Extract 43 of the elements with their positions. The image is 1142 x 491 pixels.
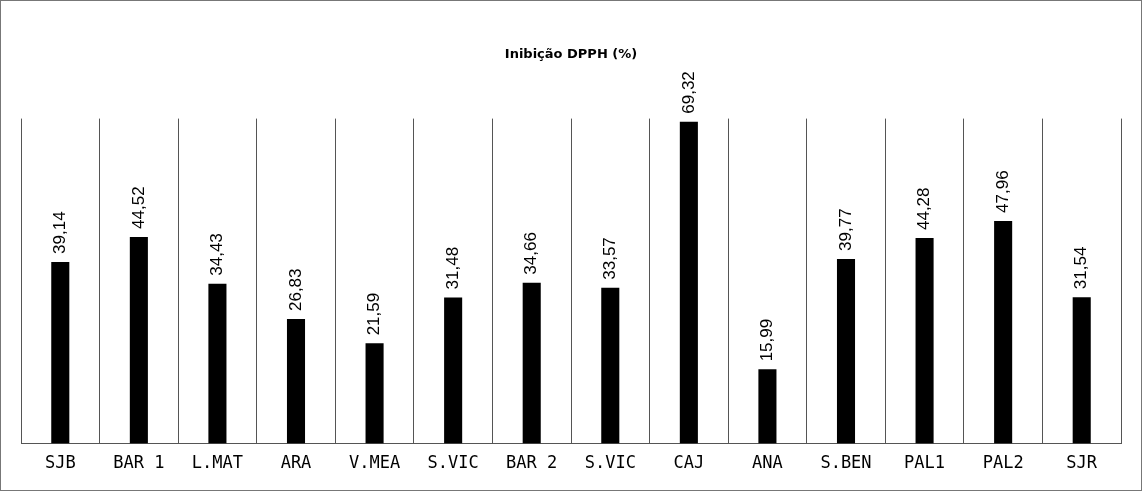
bar (444, 297, 463, 444)
x-tick-label: ANA (752, 452, 783, 473)
x-tick-label: BAR 1 (113, 452, 165, 473)
chart-title: Inibição DPPH (%) (504, 46, 638, 62)
x-tick-label: CAJ (673, 452, 705, 473)
x-tick-label: SJB (44, 452, 76, 473)
bar (365, 343, 384, 444)
x-tick-label: S.BEN (820, 452, 872, 473)
data-label: 31,54 (1071, 246, 1091, 290)
x-tick-label: S.VIC (427, 452, 479, 473)
data-label: 26,83 (285, 268, 305, 312)
data-label: 39,77 (835, 208, 855, 251)
x-tick-label: ARA (280, 452, 312, 473)
bar (994, 220, 1013, 444)
x-tick-label: V.MEA (348, 452, 401, 473)
bar (601, 287, 620, 444)
x-tick-label: PAL2 (982, 452, 1024, 473)
bar (208, 283, 227, 444)
bar (836, 258, 856, 444)
x-tick-label: S.VIC (584, 452, 636, 473)
data-label: 44,28 (914, 187, 934, 231)
x-tick-label: BAR 2 (506, 452, 558, 473)
x-tick-label: SJR (1066, 452, 1098, 473)
x-tick-label: PAL1 (904, 452, 946, 473)
bar (915, 238, 934, 444)
data-label: 34,43 (207, 233, 227, 276)
data-label: 21,59 (364, 292, 384, 336)
data-label: 39,14 (49, 211, 69, 254)
bar (51, 261, 70, 444)
data-label: 44,52 (128, 186, 148, 229)
data-label: 34,66 (521, 232, 541, 275)
bar (1072, 297, 1091, 444)
data-label: 47,96 (992, 170, 1012, 213)
data-label: 15,99 (757, 318, 777, 362)
bar (129, 236, 148, 444)
bar (758, 369, 777, 444)
data-label: 69,32 (678, 71, 698, 114)
data-label: 31,48 (442, 246, 462, 290)
bar (522, 282, 541, 444)
data-label: 33,57 (599, 237, 619, 280)
bar (286, 319, 306, 444)
bar (679, 121, 698, 444)
x-tick-label: L.MAT (191, 452, 244, 473)
